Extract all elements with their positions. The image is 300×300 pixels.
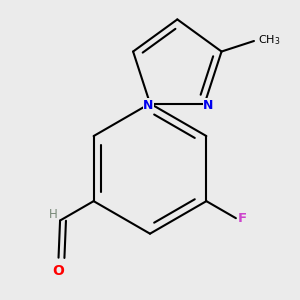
Text: CH$_3$: CH$_3$ bbox=[258, 34, 281, 47]
Text: H: H bbox=[49, 208, 58, 221]
Text: N: N bbox=[203, 99, 214, 112]
Text: F: F bbox=[238, 212, 247, 225]
Text: N: N bbox=[143, 99, 154, 112]
Text: O: O bbox=[52, 264, 64, 278]
